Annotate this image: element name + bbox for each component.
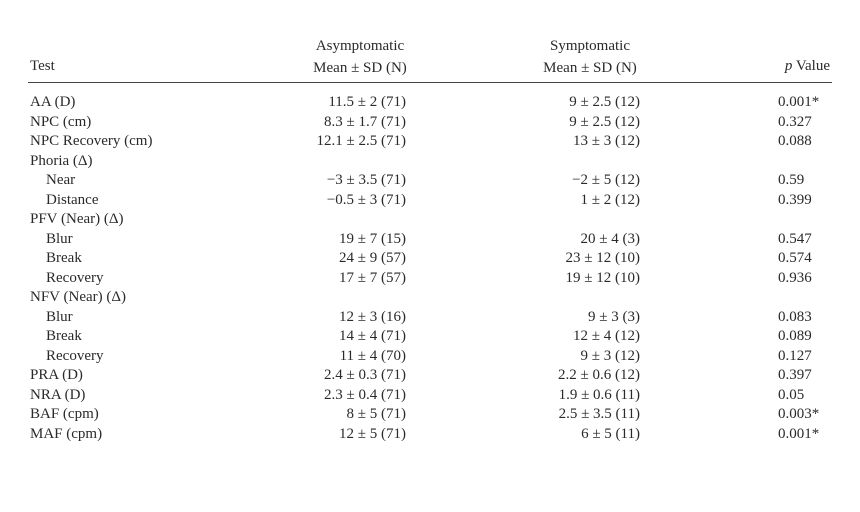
cell-symptomatic: 9 ± 2.5 (12) [569,113,640,130]
cell-test: NFV (Near) (Δ) [30,289,127,305]
table-row: NPC (cm) 8.3 ± 1.7 (71) 9 ± 2.5 (12) 0.327 [0,113,860,133]
header-asymptomatic: Asymptomatic Mean ± SD (N) [300,35,420,79]
cell-asymptomatic: 2.3 ± 0.4 (71) [324,386,406,403]
table-row: Recovery 11 ± 4 (70) 9 ± 3 (12) 0.127 [0,347,860,367]
cell-p-value: 0.397 [778,367,812,383]
header-symptomatic: Symptomatic Mean ± SD (N) [530,35,650,79]
cell-asymptomatic: 8.3 ± 1.7 (71) [324,113,406,130]
header-p-value: p Value [740,55,830,77]
cell-asymptomatic: 12 ± 5 (71) [339,425,406,442]
table-row: NFV (Near) (Δ) [0,288,860,308]
cell-asymptomatic: 19 ± 7 (15) [339,230,406,247]
header-rule [28,82,832,83]
cell-symptomatic: 9 ± 3 (12) [580,347,640,364]
cell-p-value: 0.127 [778,347,812,364]
table-row: NPC Recovery (cm) 12.1 ± 2.5 (71) 13 ± 3 (… [0,132,860,152]
cell-asymptomatic: 24 ± 9 (57) [339,250,406,266]
cell-test: NPC (cm) [30,113,92,130]
cell-symptomatic: 6 ± 5 (11) [581,425,640,442]
table-row: AA (D) 11.5 ± 2 (71) 9 ± 2.5 (12) 0.001* [0,93,860,113]
header-p-italic: p [784,58,793,74]
cell-symptomatic: 13 ± 3 (12) [573,133,640,149]
cell-p-value: 0.001* [778,94,820,110]
table-row: Distance −0.5 ± 3 (71) 1 ± 2 (12) 0.399 [0,191,860,211]
cell-p-value: 0.59 [778,172,805,188]
cell-symptomatic: 1.9 ± 0.6 (11) [558,386,640,403]
cell-symptomatic: 19 ± 12 (10) [565,269,640,286]
table-row: Break 24 ± 9 (57) 23 ± 12 (10) 0.574 [0,249,860,269]
cell-p-value: 0.003* [778,406,820,422]
cell-asymptomatic: 11.5 ± 2 (71) [328,94,406,110]
cell-p-value: 0.574 [778,250,812,266]
cell-test: PFV (Near) (Δ) [30,211,124,227]
cell-test: Recovery [46,269,104,286]
cell-asymptomatic: 12 ± 3 (16) [339,308,406,325]
header-p-rest: Value [792,58,830,74]
table-row: MAF (cpm) 12 ± 5 (71) 6 ± 5 (11) 0.001* [0,425,860,445]
cell-test: Near [46,172,76,188]
cell-symptomatic: 9 ± 2.5 (12) [569,94,640,110]
cell-p-value: 0.001* [778,425,820,442]
table-row: NRA (D) 2.3 ± 0.4 (71) 1.9 ± 0.6 (11) 0.05 [0,386,860,406]
header-symptomatic-title: Symptomatic [550,38,630,54]
cell-test: Distance [46,191,99,208]
header-test: Test [30,58,55,74]
cell-symptomatic: 23 ± 12 (10) [565,250,640,266]
table-row: Blur 19 ± 7 (15) 20 ± 4 (3) 0.547 [0,230,860,250]
cell-test: AA (D) [30,94,76,110]
cell-test: BAF (cpm) [30,406,99,422]
header-asymptomatic-title: Asymptomatic [315,38,405,54]
cell-test: Phoria (Δ) [30,152,93,169]
cell-test: PRA (D) [30,367,83,383]
table-row: PRA (D) 2.4 ± 0.3 (71) 2.2 ± 0.6 (12) 0.397 [0,366,860,386]
cell-symptomatic: 1 ± 2 (12) [580,191,640,208]
cell-asymptomatic: −0.5 ± 3 (71) [326,191,406,208]
table-row: Phoria (Δ) [0,152,860,172]
cell-asymptomatic: 12.1 ± 2.5 (71) [316,133,406,149]
cell-p-value: 0.083 [778,308,812,325]
table-row: Blur 12 ± 3 (16) 9 ± 3 (3) 0.083 [0,308,860,328]
cell-p-value: 0.089 [778,328,812,344]
cell-test: MAF (cpm) [30,425,103,442]
table-row: PFV (Near) (Δ) [0,210,860,230]
cell-test: Break [46,328,82,344]
cell-asymptomatic: 11 ± 4 (70) [339,347,406,364]
cell-p-value: 0.327 [778,113,812,130]
cell-p-value: 0.936 [778,269,812,286]
cell-test: NPC Recovery (cm) [30,133,153,149]
cell-test: Blur [46,308,73,325]
cell-p-value: 0.547 [778,230,812,247]
cell-test: Break [46,250,82,266]
cell-symptomatic: 2.5 ± 3.5 (11) [558,406,640,422]
cell-asymptomatic: 14 ± 4 (71) [339,328,406,344]
cell-p-value: 0.399 [778,191,812,208]
table-row: Break 14 ± 4 (71) 12 ± 4 (12) 0.089 [0,327,860,347]
cell-asymptomatic: 8 ± 5 (71) [346,406,406,422]
table-row: Recovery 17 ± 7 (57) 19 ± 12 (10) 0.936 [0,269,860,289]
cell-asymptomatic: 2.4 ± 0.3 (71) [324,367,406,383]
cell-asymptomatic: 17 ± 7 (57) [339,269,406,286]
header-symptomatic-stat: Mean ± SD (N) [543,60,637,76]
cell-test: Blur [46,230,73,247]
cell-symptomatic: −2 ± 5 (12) [572,172,640,188]
cell-symptomatic: 2.2 ± 0.6 (12) [558,367,640,383]
cell-asymptomatic: −3 ± 3.5 (71) [326,172,406,188]
table-row: Near −3 ± 3.5 (71) −2 ± 5 (12) 0.59 [0,171,860,191]
cell-symptomatic: 12 ± 4 (12) [573,328,640,344]
table-row: BAF (cpm) 8 ± 5 (71) 2.5 ± 3.5 (11) 0.003* [0,405,860,425]
cell-test: NRA (D) [30,386,86,403]
table-body: AA (D) 11.5 ± 2 (71) 9 ± 2.5 (12) 0.001* NPC… [0,93,860,444]
header-asymptomatic-stat: Mean ± SD (N) [313,60,407,76]
cell-test: Recovery [46,347,104,364]
cell-symptomatic: 9 ± 3 (3) [588,308,640,325]
cell-p-value: 0.088 [778,133,812,149]
cell-p-value: 0.05 [778,386,805,403]
cell-symptomatic: 20 ± 4 (3) [580,230,640,247]
